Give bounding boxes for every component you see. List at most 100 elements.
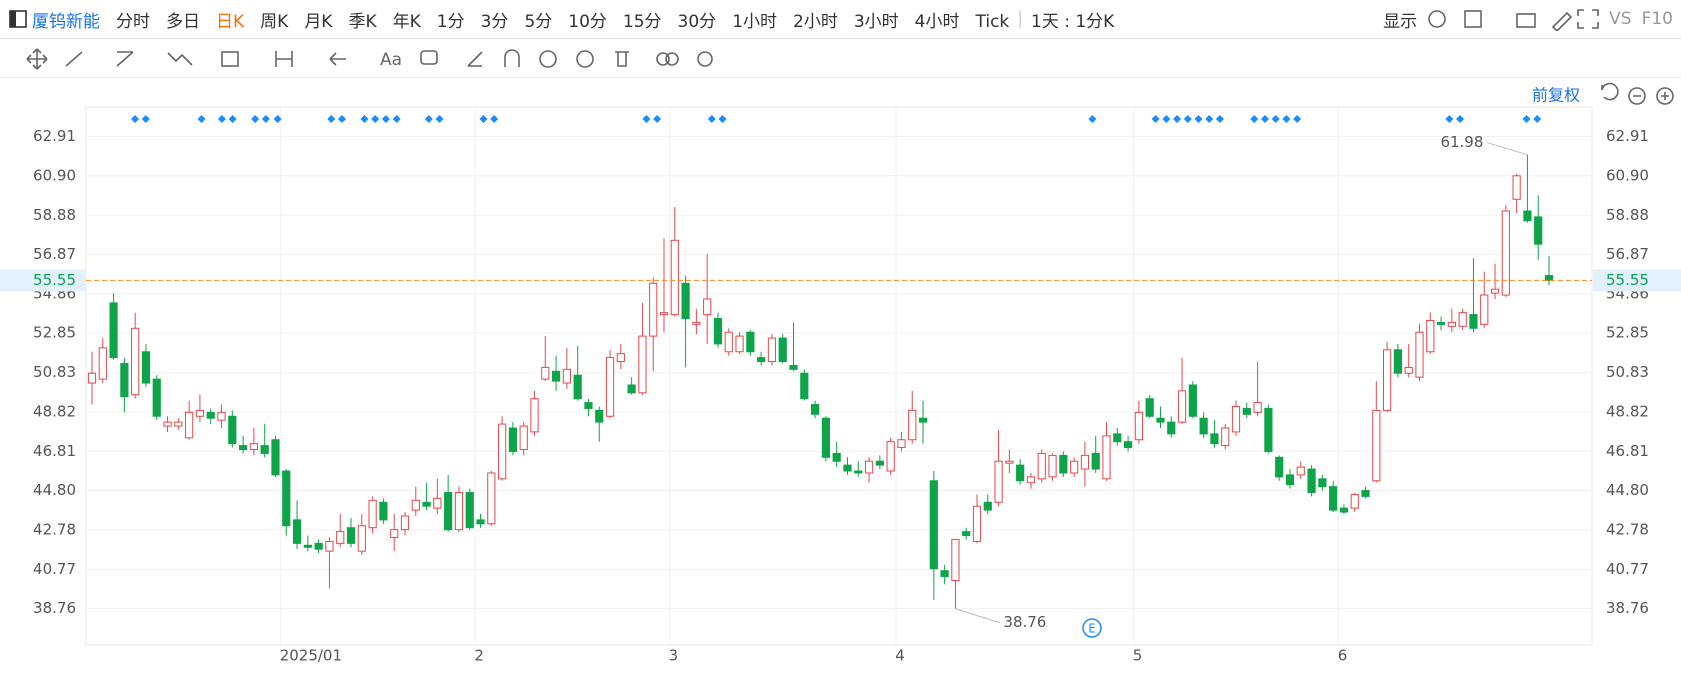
candle-body (400, 515, 410, 531)
adjust-mode[interactable]: 前复权 (1532, 86, 1580, 105)
candle-body (1037, 452, 1046, 480)
drawing-tools[interactable]: Aa (0, 39, 760, 77)
candle-body (174, 421, 183, 427)
candle-body (109, 302, 118, 359)
candle-body (1329, 486, 1338, 511)
candle-body (314, 542, 323, 550)
candle-body (422, 501, 431, 507)
event-diamond (424, 115, 433, 123)
y-tick-label: 40.77 (33, 560, 76, 578)
candle-body (1264, 407, 1273, 452)
candle-body (1415, 331, 1424, 378)
candle-body (217, 411, 226, 421)
y-tick-label-right: 60.90 (1606, 166, 1649, 184)
y-tick-label: 50.83 (33, 363, 76, 381)
y-tick-label: 42.78 (33, 521, 76, 539)
candle-body (476, 519, 485, 525)
period-tab[interactable]: 分时 (116, 11, 150, 32)
candle-body (1480, 294, 1489, 325)
candle-body (638, 335, 647, 394)
period-tab[interactable]: 年K (392, 11, 421, 32)
period-tab[interactable]: 15分 (622, 11, 662, 32)
event-diamond (360, 115, 369, 123)
event-diamond (1522, 115, 1531, 123)
event-diamond (251, 115, 260, 123)
event-diamond (1250, 115, 1259, 123)
candle-body (98, 347, 107, 380)
period-tab[interactable]: 2小时 (793, 11, 838, 32)
high-label: 61.98 (1440, 133, 1483, 151)
candle-body (1242, 407, 1251, 415)
vs-button[interactable]: VS (1609, 9, 1632, 29)
period-tab[interactable]: 月K (304, 11, 333, 32)
period-tab[interactable]: 4小时 (914, 11, 960, 32)
period-tab[interactable]: 10分 (568, 11, 607, 32)
svg-text:Aa: Aa (380, 50, 402, 70)
candle-body (929, 480, 938, 570)
period-tab[interactable]: 3小时 (853, 11, 899, 32)
candle-body (1070, 460, 1079, 474)
drawing-toolbar: Aa (0, 39, 1681, 78)
zoom-in[interactable] (1656, 87, 1674, 105)
period-tab[interactable]: 日K (216, 11, 245, 32)
event-diamond (435, 115, 444, 123)
candle-body (800, 372, 809, 400)
y-tick-label-right: 40.77 (1606, 560, 1649, 578)
fullscreen-icon[interactable] (1575, 7, 1601, 31)
candle-body (228, 415, 237, 445)
candle-body (1113, 433, 1122, 443)
period-tab[interactable]: 周K (260, 11, 289, 32)
candle-body (1361, 490, 1370, 497)
event-diamond (653, 115, 662, 123)
display-menu[interactable]: 显示 (1383, 11, 1418, 32)
stock-name[interactable]: 厦钨新能 (32, 11, 100, 32)
candle-body (1123, 441, 1133, 449)
candle-body (303, 544, 312, 548)
event-diamond (1215, 115, 1224, 123)
event-diamond (273, 115, 282, 123)
y-tick-label-right: 62.91 (1606, 127, 1649, 145)
candle-body (1188, 384, 1197, 417)
period-tab[interactable]: 5分 (524, 11, 553, 32)
period-tab[interactable]: 季K (348, 11, 377, 32)
tool-icons[interactable] (1425, 7, 1575, 31)
event-diamond (371, 115, 380, 123)
candle-body (767, 337, 777, 363)
y-tick-label-right: 52.85 (1606, 324, 1649, 342)
candle-body (1145, 398, 1154, 417)
x-tick-label: 4 (895, 647, 905, 665)
last-price-label-right: 55.55 (1606, 271, 1649, 289)
candle-body (649, 282, 658, 337)
y-tick-label: 52.85 (33, 324, 76, 342)
candle-body (282, 470, 291, 527)
y-tick-label: 44.80 (33, 481, 76, 499)
event-diamond (228, 115, 237, 123)
candle-body (843, 464, 852, 472)
range-selector[interactable]: 1天 : 1分K (1031, 11, 1115, 32)
candle-body (951, 538, 960, 581)
event-diamond (1205, 115, 1214, 123)
period-tab[interactable]: 30分 (677, 11, 717, 32)
period-tab[interactable]: 多日 (166, 11, 200, 32)
last-price-box (0, 269, 86, 292)
period-tab[interactable]: 3分 (480, 11, 509, 32)
candle-body (1102, 435, 1111, 480)
candle-body (357, 525, 366, 552)
candle-body (1005, 460, 1014, 464)
candle-body (1199, 417, 1208, 435)
period-tab[interactable]: 1分 (436, 11, 465, 32)
candle-body (1253, 402, 1262, 413)
period-tab[interactable]: 1小时 (732, 11, 778, 32)
y-tick-label-right: 58.88 (1606, 206, 1649, 224)
candle-body (508, 427, 518, 452)
candle-body (487, 472, 496, 525)
y-tick-label: 38.76 (33, 599, 76, 617)
candle-body (562, 368, 571, 384)
period-tab[interactable]: Tick (975, 11, 1010, 32)
zoom-out[interactable] (1628, 87, 1646, 105)
sidebar-toggle[interactable] (8, 9, 28, 29)
event-badge (1082, 618, 1102, 638)
f10-button[interactable]: F10 (1641, 9, 1673, 29)
event-diamond (1271, 115, 1280, 123)
